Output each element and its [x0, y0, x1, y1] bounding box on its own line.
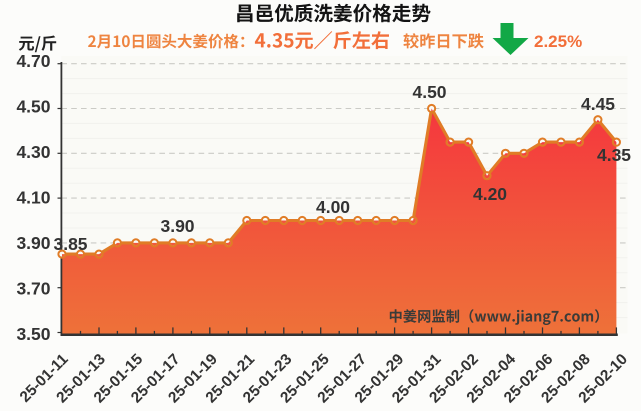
- svg-text:3.85: 3.85: [53, 234, 87, 254]
- svg-text:4.50: 4.50: [16, 97, 50, 117]
- svg-text:2.25%: 2.25%: [534, 32, 582, 51]
- svg-text:4.00: 4.00: [316, 197, 350, 217]
- svg-text:4.30: 4.30: [16, 142, 50, 162]
- svg-text:4.10: 4.10: [16, 187, 50, 207]
- svg-text:3.70: 3.70: [16, 278, 50, 298]
- svg-text:3.50: 3.50: [16, 324, 50, 344]
- svg-text:4.70: 4.70: [16, 51, 50, 71]
- svg-text:4.20: 4.20: [473, 184, 507, 204]
- svg-text:4.35: 4.35: [597, 145, 631, 165]
- svg-text:3.90: 3.90: [160, 216, 194, 236]
- svg-text:4.45: 4.45: [581, 94, 615, 114]
- svg-text:4.50: 4.50: [412, 82, 446, 102]
- svg-text:3.90: 3.90: [16, 233, 50, 253]
